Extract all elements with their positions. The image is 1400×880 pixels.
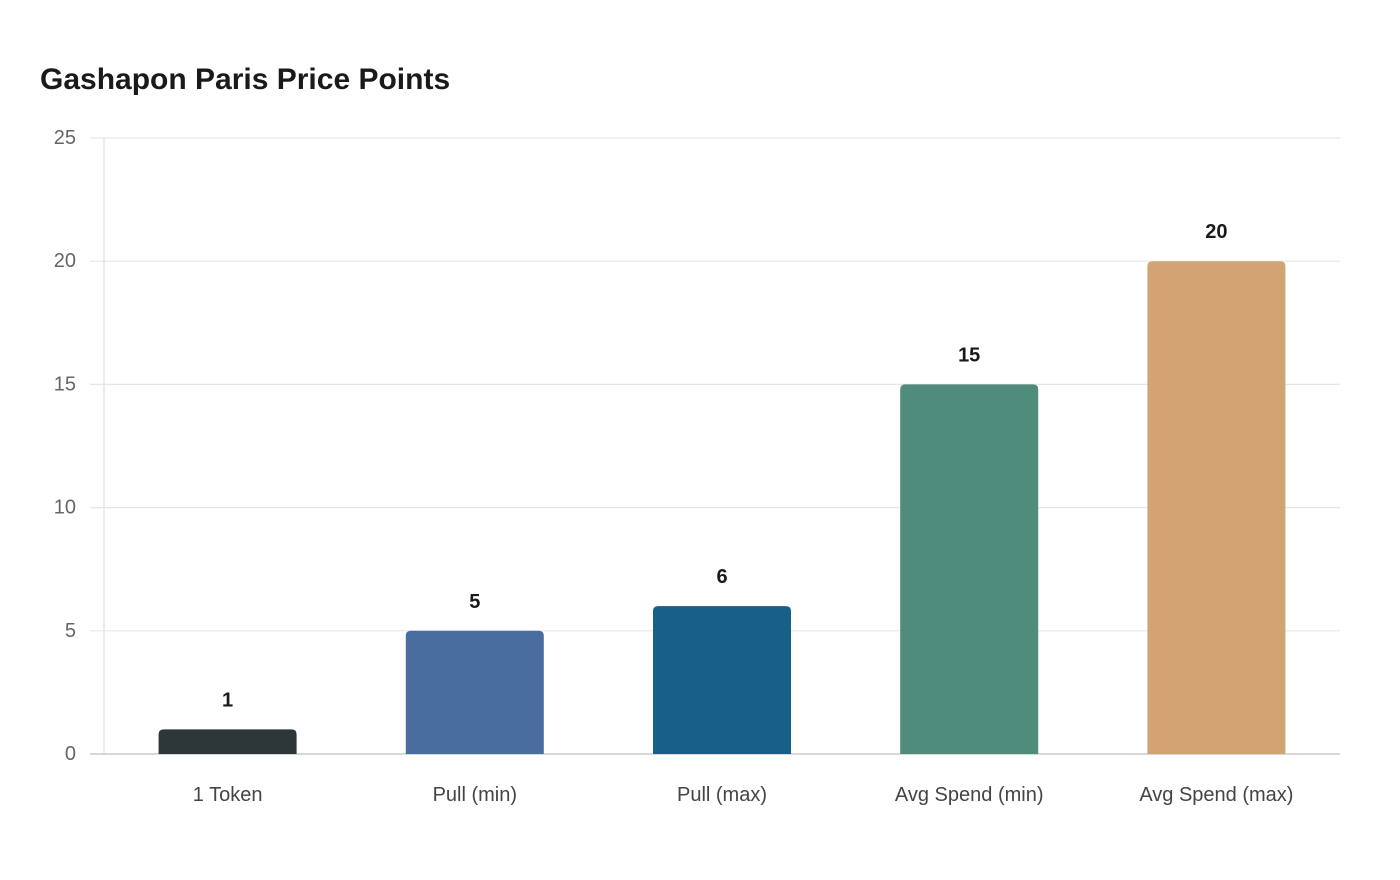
chart-title: Gashapon Paris Price Points (40, 63, 451, 96)
data-label: 15 (958, 344, 980, 366)
bar-pull-max (653, 606, 791, 754)
y-tick-label: 20 (54, 250, 76, 272)
data-label: 5 (469, 591, 480, 613)
x-tick-label: 1 Token (193, 784, 263, 806)
x-tick-label: Avg Spend (min) (895, 784, 1044, 806)
x-tick-label: Pull (max) (677, 784, 767, 806)
data-label: 20 (1205, 221, 1227, 243)
y-tick-label: 10 (54, 497, 76, 519)
gridlines (90, 137, 1340, 632)
bar-1-token (158, 729, 297, 754)
y-tick-label: 0 (65, 743, 76, 765)
x-tick-label: Avg Spend (max) (1139, 784, 1293, 806)
y-tick-label: 25 (54, 127, 76, 149)
bar-avg-spend-max (1147, 261, 1286, 754)
data-label: 1 (222, 689, 233, 711)
y-tick-label: 5 (65, 620, 76, 642)
y-tick-label: 15 (54, 373, 76, 395)
bar-pull-min (405, 630, 544, 754)
bars (158, 261, 1286, 754)
y-axis-ticks: 0 5 10 15 20 25 (54, 127, 76, 765)
x-axis-ticks: 1 Token Pull (min) Pull (max) Avg Spend (mi… (193, 784, 1294, 806)
bar-avg-spend-min (900, 384, 1039, 754)
x-tick-label: Pull (min) (433, 784, 517, 806)
data-label: 6 (716, 566, 727, 588)
